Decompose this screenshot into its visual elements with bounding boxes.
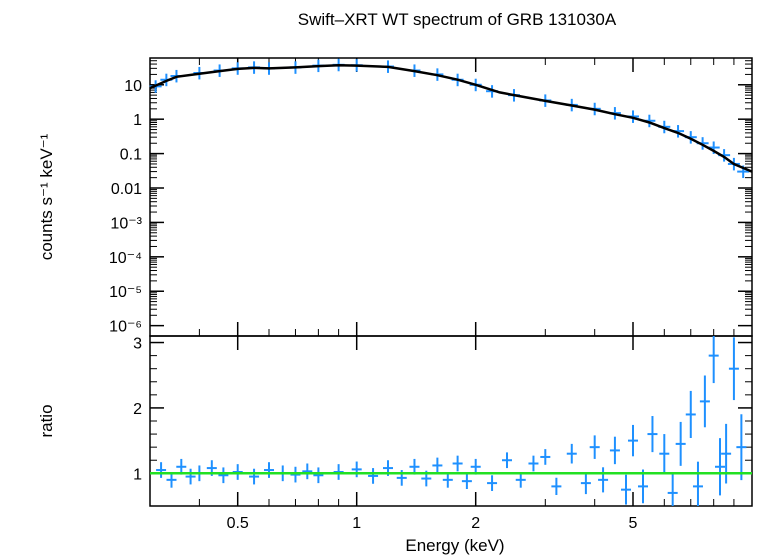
spectrum-model-curve (149, 63, 753, 173)
top-y-tick-label: 10⁻⁶ (109, 319, 142, 336)
x-tick-label: 0.5 (227, 515, 249, 532)
bottom-y-tick-label: 2 (133, 401, 142, 418)
top-y-axis-label: counts s⁻¹ keV⁻¹ (37, 133, 56, 260)
top-plot-frame (149, 57, 753, 337)
top-y-tick-label: 10 (124, 78, 142, 95)
x-tick-label: 1 (352, 515, 361, 532)
top-y-tick-label: 1 (133, 112, 142, 129)
top-y-tick-label: 10⁻⁵ (109, 284, 142, 301)
top-x-ticks (149, 58, 735, 350)
bottom-y-axis-label: ratio (37, 404, 56, 437)
model-curve-path (149, 63, 753, 173)
bottom-y-axis: 1 2 3 (133, 336, 752, 483)
x-axis-label: Energy (keV) (405, 536, 504, 555)
top-y-axis: 10 1 0.1 0.01 10⁻³ 10⁻⁴ 10⁻⁵ 10⁻⁶ (109, 60, 752, 336)
top-y-tick-label: 10⁻³ (110, 215, 142, 232)
top-y-tick-label: 10⁻⁴ (109, 250, 142, 267)
chart-title: Swift–XRT WT spectrum of GRB 131030A (298, 10, 617, 29)
bottom-panel: 1 2 3 0.5 1 2 5 (133, 335, 753, 532)
top-y-tick-label: 0.01 (111, 181, 142, 198)
ratio-data-points (156, 336, 747, 506)
bottom-y-tick-label: 1 (133, 466, 142, 483)
x-tick-label: 2 (471, 515, 480, 532)
x-tick-label: 5 (629, 515, 638, 532)
top-y-tick-label: 0.1 (120, 147, 142, 164)
bottom-y-tick-label: 3 (133, 336, 142, 353)
top-panel: 10 1 0.1 0.01 10⁻³ 10⁻⁴ 10⁻⁵ 10⁻⁶ (109, 57, 753, 350)
bottom-x-axis: 0.5 1 2 5 (149, 492, 735, 532)
